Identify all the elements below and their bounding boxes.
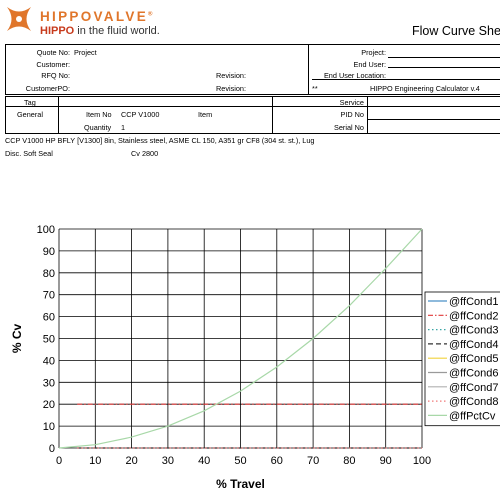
revision-label-2: Revision: [216,84,247,93]
flow-curve-svg: 0 10 20 30 40 50 60 70 80 90 100 0 10 20 30 40 50 60 70 80 9… [10,224,500,491]
legend-entry: @ffCond7 [449,382,499,394]
hippovalve-logo: HIPPOVALVE® HIPPO in the fluid world. [4,4,204,40]
series-line [58,228,423,449]
hippovalve-cross-logo-icon [7,7,31,31]
y-tick-label: 50 [43,334,55,346]
customer-po-label: CustomerPO: [25,84,70,93]
item-no-value: CCP V1000 [121,110,160,119]
quantity-value: 1 [121,123,126,132]
end-user-location-label: End User Location: [323,71,386,80]
y-tick-label: 60 [43,312,55,324]
legend-entry: @ffCond1 [449,296,499,308]
y-tick-label: 100 [37,224,55,236]
cv-value: Cv 2800 [131,149,159,158]
y-tick-label: 40 [43,355,55,367]
y-axis-title: % Cv [10,324,24,354]
item-no-label: Item No [86,110,112,119]
item-column-divider [272,96,273,133]
legend-entry: @ffPctCv [449,410,496,422]
y-tick-label: 20 [43,399,55,411]
y-tick-label: 90 [43,246,55,258]
x-tick-label: 0 [56,455,62,467]
calc-marker: ** [312,84,318,93]
calculator-name: HIPPO Engineering Calculator v.4 [370,84,480,93]
y-tick-label: 10 [43,421,55,433]
legend-entry: @ffCond6 [449,368,499,380]
y-tick-label: 30 [43,377,55,389]
x-tick-label: 70 [307,455,319,467]
brand-name: HIPPOVALVE® [40,9,153,24]
legend-entry: @ffCond8 [449,396,499,408]
location-field-line [312,79,500,80]
customer-label: Customer: [36,60,70,69]
info-divider [308,44,309,94]
x-tick-label: 40 [198,455,210,467]
quote-no-value: Project [74,48,97,57]
disc-seal-label: Disc. Soft Seal [5,149,53,158]
end-user-label: End User: [353,60,386,69]
tag-label: Tag [24,98,36,107]
x-tick-label: 30 [162,455,174,467]
y-tick-label: 70 [43,290,55,302]
y-tick-label: 0 [49,443,55,455]
valve-description: CCP V1000 HP BFLY [V1300] 8in, Stainless… [5,136,315,145]
report-title: Flow Curve Sheet [412,24,500,38]
project-field-line [388,57,500,58]
x-tick-label: 50 [234,455,246,467]
info-bottom-border [5,94,500,95]
serial-no-label: Serial No [333,123,364,132]
legend-entry: @ffCond5 [449,353,499,365]
end-user-field-line [388,67,500,68]
tag-table-top-border [5,96,500,97]
info-top-border [5,44,500,45]
quote-no-label: Quote No: [36,48,70,57]
x-tick-label: 90 [380,455,392,467]
revision-label-1: Revision: [216,71,247,80]
legend-entry: @ffCond2 [449,310,499,322]
info-left-border [5,44,6,94]
tag-table-header-line [5,106,500,107]
y-tick-label: 80 [43,268,55,280]
service-column-divider [367,96,368,133]
project-label: Project: [361,48,386,57]
pid-no-label: PID No [340,110,364,119]
tagline: HIPPO in the fluid world. [40,25,160,37]
rfq-no-label: RFQ No: [41,71,70,80]
tag-table-left-border [5,96,6,133]
legend-box [424,291,500,427]
legend-entry: @ffCond3 [449,325,499,337]
tag-table-bottom-border [5,133,500,134]
x-tick-label: 60 [271,455,283,467]
x-tick-label: 20 [125,455,137,467]
x-tick-label: 80 [343,455,355,467]
pid-field-line [367,119,500,120]
tag-column-divider [58,96,59,133]
tag-value: General [17,110,43,119]
item-label: Item [198,110,213,119]
x-tick-label: 10 [89,455,101,467]
x-tick-label: 100 [413,455,431,467]
flow-curve-chart: 0 10 20 30 40 50 60 70 80 90 100 0 10 20 30 40 50 60 70 80 9… [0,205,500,500]
service-label: Service [339,98,364,107]
quantity-label: Quantity [84,123,112,132]
legend-entry: @ffCond4 [449,339,499,351]
x-axis-title: % Travel [216,477,265,491]
